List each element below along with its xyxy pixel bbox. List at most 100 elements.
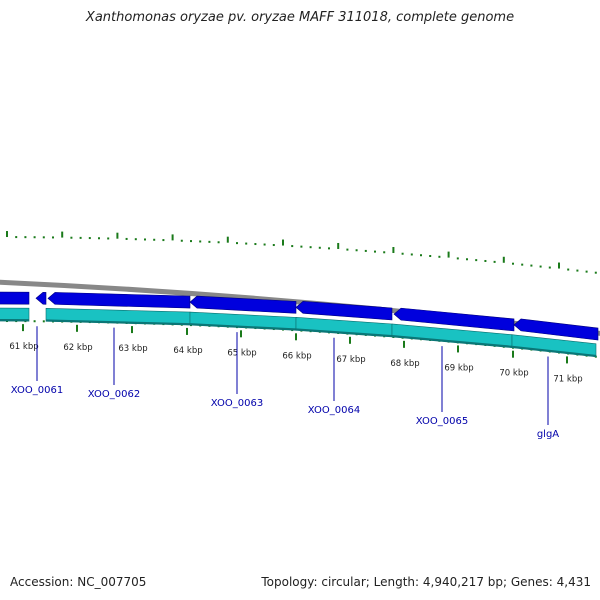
gc-skew-mark [539, 265, 542, 268]
scale-tick-label: 69 kbp [444, 363, 473, 373]
gc-skew-mark [420, 254, 422, 257]
gc-skew-mark [493, 260, 496, 263]
gene-arrow-forward [35, 291, 47, 305]
gc-skew-mark [548, 266, 551, 269]
scale-tick-label: 68 kbp [390, 359, 419, 369]
scale-tick [131, 326, 133, 334]
scale-tick [76, 324, 78, 332]
gene-arrow-reverse-edge [45, 319, 191, 326]
gene-arrow-reverse [0, 307, 30, 322]
gene-label: XOO_0062 [88, 389, 140, 400]
gc-skew-mark [33, 320, 36, 323]
gc-skew-mark [42, 236, 45, 239]
gene-label: XOO_0061 [11, 385, 63, 396]
gc-skew-mark [282, 239, 284, 246]
gc-skew-mark [180, 239, 183, 242]
gc-skew-mark [116, 232, 119, 239]
gc-skew-mark [429, 255, 432, 258]
scale-tick-label: 70 kbp [499, 369, 528, 379]
gene-arrow-reverse-edge [391, 334, 513, 348]
scale-tick [403, 340, 405, 348]
scale-tick [349, 336, 351, 344]
gc-skew-mark [272, 244, 275, 247]
gc-skew-mark [567, 268, 570, 271]
gene-labels: XOO_0061 XOO_0062 XOO_0063 XOO_0064 XOO_0065… [11, 326, 559, 440]
scale-tick-label: 61 kbp [9, 342, 38, 352]
gc-skew-mark [134, 238, 137, 241]
gene-arrow-reverse-edge [295, 328, 393, 337]
scale-tick [566, 356, 568, 364]
gc-skew-mark [401, 252, 404, 255]
gc-skew-mark [484, 259, 487, 262]
gc-skew-mark [466, 258, 468, 261]
gc-skew-mark [52, 236, 54, 239]
gene-label: XOO_0065 [416, 416, 468, 427]
gc-skew-mark [70, 236, 73, 239]
gc-skew-mark [502, 256, 505, 263]
gc-skew-mark [594, 271, 597, 274]
scale-tick-label: 63 kbp [118, 344, 147, 354]
gc-skew-mark [33, 236, 36, 239]
gc-skew-mark [190, 240, 192, 243]
gc-skew-mark [346, 248, 349, 251]
gene-label: XOO_0063 [211, 398, 263, 409]
scale-tick-label: 64 kbp [173, 346, 202, 356]
gc-skew-mark [521, 263, 524, 266]
gc-skew-mark [410, 253, 413, 256]
gc-skew-mark [300, 245, 303, 248]
gc-skew-mark [530, 264, 533, 267]
scale-tick [22, 324, 24, 332]
gene-label: glgA [537, 429, 559, 440]
gc-skew-mark [337, 242, 340, 249]
gc-skew-mark [475, 259, 478, 262]
gc-skew-mark [88, 237, 91, 240]
gc-skew-mark [61, 231, 64, 238]
gc-skew-mark [576, 269, 579, 272]
gc-skew-mark [558, 262, 560, 269]
gene-arrow-reverse [511, 334, 597, 358]
gc-skew-mark [107, 237, 110, 240]
gc-skew-mark [318, 246, 321, 249]
gc-skew-mark [585, 270, 588, 273]
reverse-strand-track [0, 307, 597, 358]
gc-skew-mark [392, 247, 395, 254]
gc-skew-mark [171, 234, 174, 241]
gc-skew-mark [328, 247, 330, 250]
gene-arrow-forward [295, 301, 393, 321]
gc-skew-mark [291, 245, 294, 248]
gc-skew-mark [15, 236, 18, 239]
gene-arrow-reverse-edge [511, 345, 597, 357]
gc-skew-mark [24, 236, 27, 239]
gc-skew-mark [153, 238, 156, 241]
gc-skew-mark [263, 243, 266, 246]
genome-title: Xanthomonas oryzae pv. oryzae MAFF 31101… [85, 10, 515, 25]
gc-skew-mark [254, 243, 257, 246]
gc-skew-mark [162, 239, 165, 242]
gc-skew-mark [6, 231, 8, 238]
gc-skew-mark [226, 236, 229, 243]
gene-arrow-forward [0, 291, 30, 305]
gene-arrow-forward [47, 292, 191, 309]
genome-summary: Topology: circular; Length: 4,940,217 bp… [261, 575, 591, 589]
gc-skew-mark [208, 240, 211, 243]
gc-skew-mark [512, 262, 514, 265]
gene-label: XOO_0064 [308, 405, 360, 416]
scale-tick [240, 330, 242, 338]
gc-skew-mark [355, 249, 358, 252]
gc-skew-mark [217, 241, 220, 244]
gc-skew-mark [245, 242, 248, 245]
scale-tick [295, 333, 297, 341]
scale-tick [512, 350, 514, 358]
gc-skew-mark [383, 251, 386, 254]
gc-skew-mark [236, 242, 238, 245]
scale-tick-label: 65 kbp [227, 348, 256, 358]
scale-tick [186, 327, 188, 335]
gc-skew-mark [125, 237, 128, 240]
scale-tick-label: 71 kbp [553, 374, 582, 384]
scale-tick-label: 66 kbp [282, 351, 311, 361]
gene-arrow-reverse-edge [189, 323, 297, 331]
gc-skew-mark [374, 250, 376, 253]
scale-tick-label: 62 kbp [63, 343, 92, 353]
gc-skew-mark [98, 237, 100, 240]
